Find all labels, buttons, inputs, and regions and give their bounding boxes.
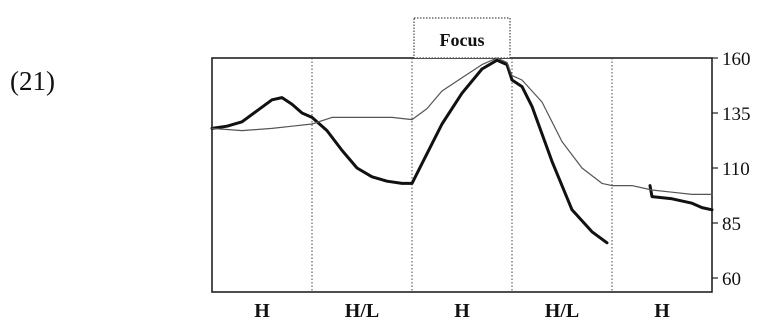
- y-tick-label: 85: [722, 214, 741, 235]
- series-layer: [210, 57, 714, 245]
- focus-box: Focus: [413, 17, 511, 59]
- segment-dividers: [311, 58, 613, 292]
- y-tick-label: 160: [722, 49, 751, 70]
- example-number: (21): [10, 66, 55, 96]
- y-tick-label: 110: [722, 159, 750, 180]
- thin-contour-line-2: [211, 57, 713, 195]
- segment-labels: H H/L H H/L H: [254, 300, 670, 322]
- segment-label: H: [654, 300, 670, 322]
- focus-box-frame: [413, 17, 511, 59]
- y-axis-ticks: 160 135 110 85 60: [712, 49, 751, 290]
- thick-contour-line-0: [210, 58, 609, 245]
- focus-label: Focus: [440, 30, 485, 50]
- y-tick-label: 60: [722, 269, 741, 290]
- y-tick-label: 135: [722, 104, 751, 125]
- segment-label: H/L: [345, 300, 379, 322]
- segment-label: H: [454, 300, 470, 322]
- segment-label: H/L: [545, 300, 579, 322]
- thick-contour-line-1: [648, 184, 714, 212]
- segment-label: H: [254, 300, 270, 322]
